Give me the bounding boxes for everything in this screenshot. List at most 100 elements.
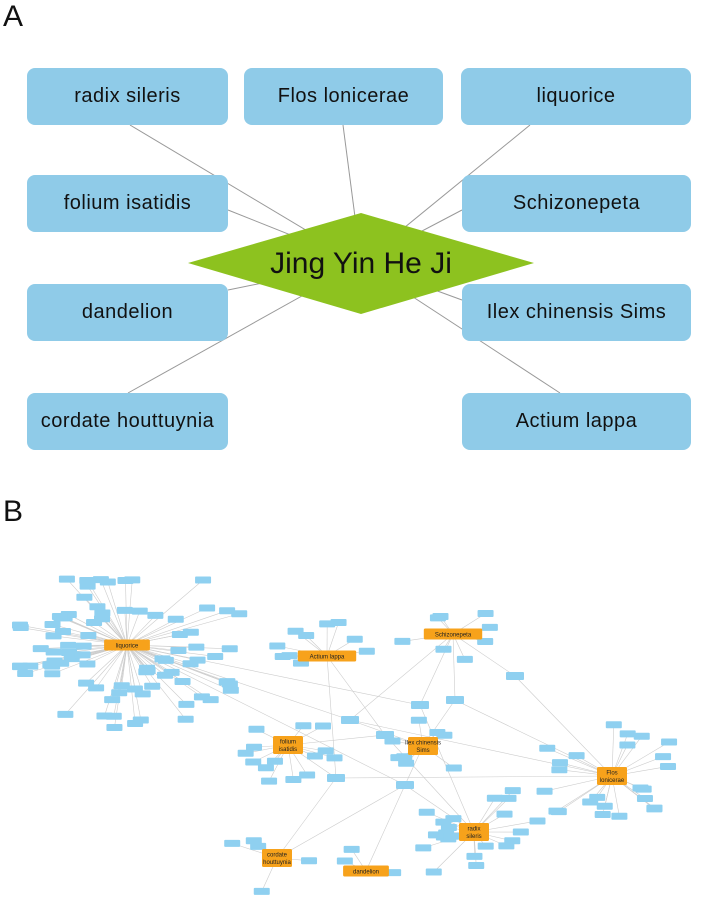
compound-node [116,606,133,614]
compound-node [266,757,283,765]
compound-node [281,652,298,660]
shared-edge [276,777,337,859]
compound-node [105,712,122,720]
compound-node [504,787,521,795]
shared-compound-node [327,774,345,782]
herb-flos-lonicerae: Flos lonicerae [244,68,443,125]
compound-node [248,725,265,733]
shared-edge [287,734,386,746]
compound-node [551,759,568,767]
compound-node [582,798,599,806]
compound-node [45,632,62,640]
compound-node [456,655,473,663]
herb-cordate-houttuynia: cordate houttuynia [27,393,228,450]
compound-node [396,753,413,761]
compound-node [253,887,270,895]
edge [126,611,141,646]
compound-node [257,764,274,772]
compound-node [425,868,442,876]
compound-node [202,696,219,704]
edge [100,579,128,646]
hub-label: Flos [606,771,617,777]
shared-edge [276,784,406,859]
compound-node [496,810,513,818]
compound-node [529,817,546,825]
compound-node [486,794,503,802]
panel-a-label: A [3,0,24,33]
compound-node [53,659,70,667]
hub-node [459,823,489,841]
compound-node [51,613,68,621]
compound-node [195,576,212,584]
shared-edge [454,699,613,777]
compound-node [61,648,78,656]
hub-label: lonicerae [600,778,625,784]
edge [326,622,339,657]
herb-schizonepeta: Schizonepeta [462,175,691,232]
compound-node [250,842,267,850]
hub-node [597,767,627,785]
compound-node [445,815,462,823]
compound-node [207,652,224,660]
compound-node [144,682,161,690]
compound-node [138,664,155,672]
compound-node [245,758,262,766]
compound-node [633,732,650,740]
compound-node [74,651,91,659]
compound-node [219,678,236,686]
compound-node [111,689,128,697]
compound-node [314,722,331,730]
compound-node [596,802,613,810]
compound-node [167,615,184,623]
compound-node [443,832,460,840]
compound-node [440,823,457,831]
hub-label: sileris [466,834,481,840]
compound-node [655,753,672,761]
hub-node [343,865,389,877]
compound-node [319,620,336,628]
compound-node [261,777,278,785]
compound-node [126,685,143,693]
nodes: liquorice Actium lappa Schizonepeta foliumi… [12,575,678,895]
compound-node [481,623,498,631]
compound-node [32,645,49,653]
compound-node [79,582,96,590]
compound-node [536,787,553,795]
compound-node [219,607,236,615]
compound-node [611,812,628,820]
compound-node [246,743,263,751]
compound-node [285,775,302,783]
edge [126,644,136,690]
compound-node [661,738,678,746]
compound-node [178,700,195,708]
shared-edge [349,719,613,777]
compound-node [385,869,402,877]
compound-node [199,604,216,612]
compound-node [132,716,149,724]
hub-label: radix [467,827,480,833]
compound-node [619,730,636,738]
compound-node [12,621,28,629]
shared-edge [126,644,421,706]
hub-label: liquorice [116,644,139,650]
panel-a-diagram [127,124,561,394]
compound-node [269,642,286,650]
hub-node [297,650,357,662]
hub-label: cordate [267,853,288,859]
compound-node [550,808,567,816]
compound-node [12,663,28,671]
compound-node [44,670,61,678]
compound-node [182,628,199,636]
hub-node [104,639,150,651]
compound-node [298,632,315,640]
compound-node [224,839,241,847]
shared-compound-node [411,701,429,709]
compound-node [76,593,93,601]
compound-node [336,857,353,865]
compound-node [660,762,677,770]
compound-node [326,754,343,762]
herb-ilex-chinensis-sims: Ilex chinensis Sims [462,284,691,341]
edge [126,610,228,646]
compound-node [188,643,205,651]
